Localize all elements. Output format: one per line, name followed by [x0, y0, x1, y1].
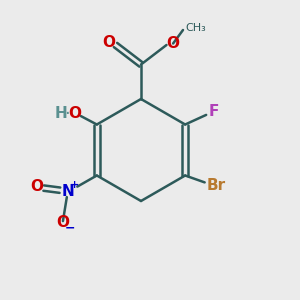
Text: Br: Br	[207, 178, 226, 194]
Text: O: O	[56, 215, 69, 230]
Text: O: O	[31, 179, 44, 194]
Text: O: O	[167, 36, 180, 51]
Text: ·: ·	[64, 105, 70, 123]
Text: O: O	[102, 35, 116, 50]
Text: H: H	[55, 106, 67, 121]
Text: O: O	[68, 106, 81, 121]
Text: N: N	[62, 184, 75, 199]
Text: +: +	[70, 179, 80, 190]
Text: CH₃: CH₃	[185, 22, 206, 33]
Text: −: −	[65, 221, 76, 234]
Text: F: F	[208, 104, 219, 119]
